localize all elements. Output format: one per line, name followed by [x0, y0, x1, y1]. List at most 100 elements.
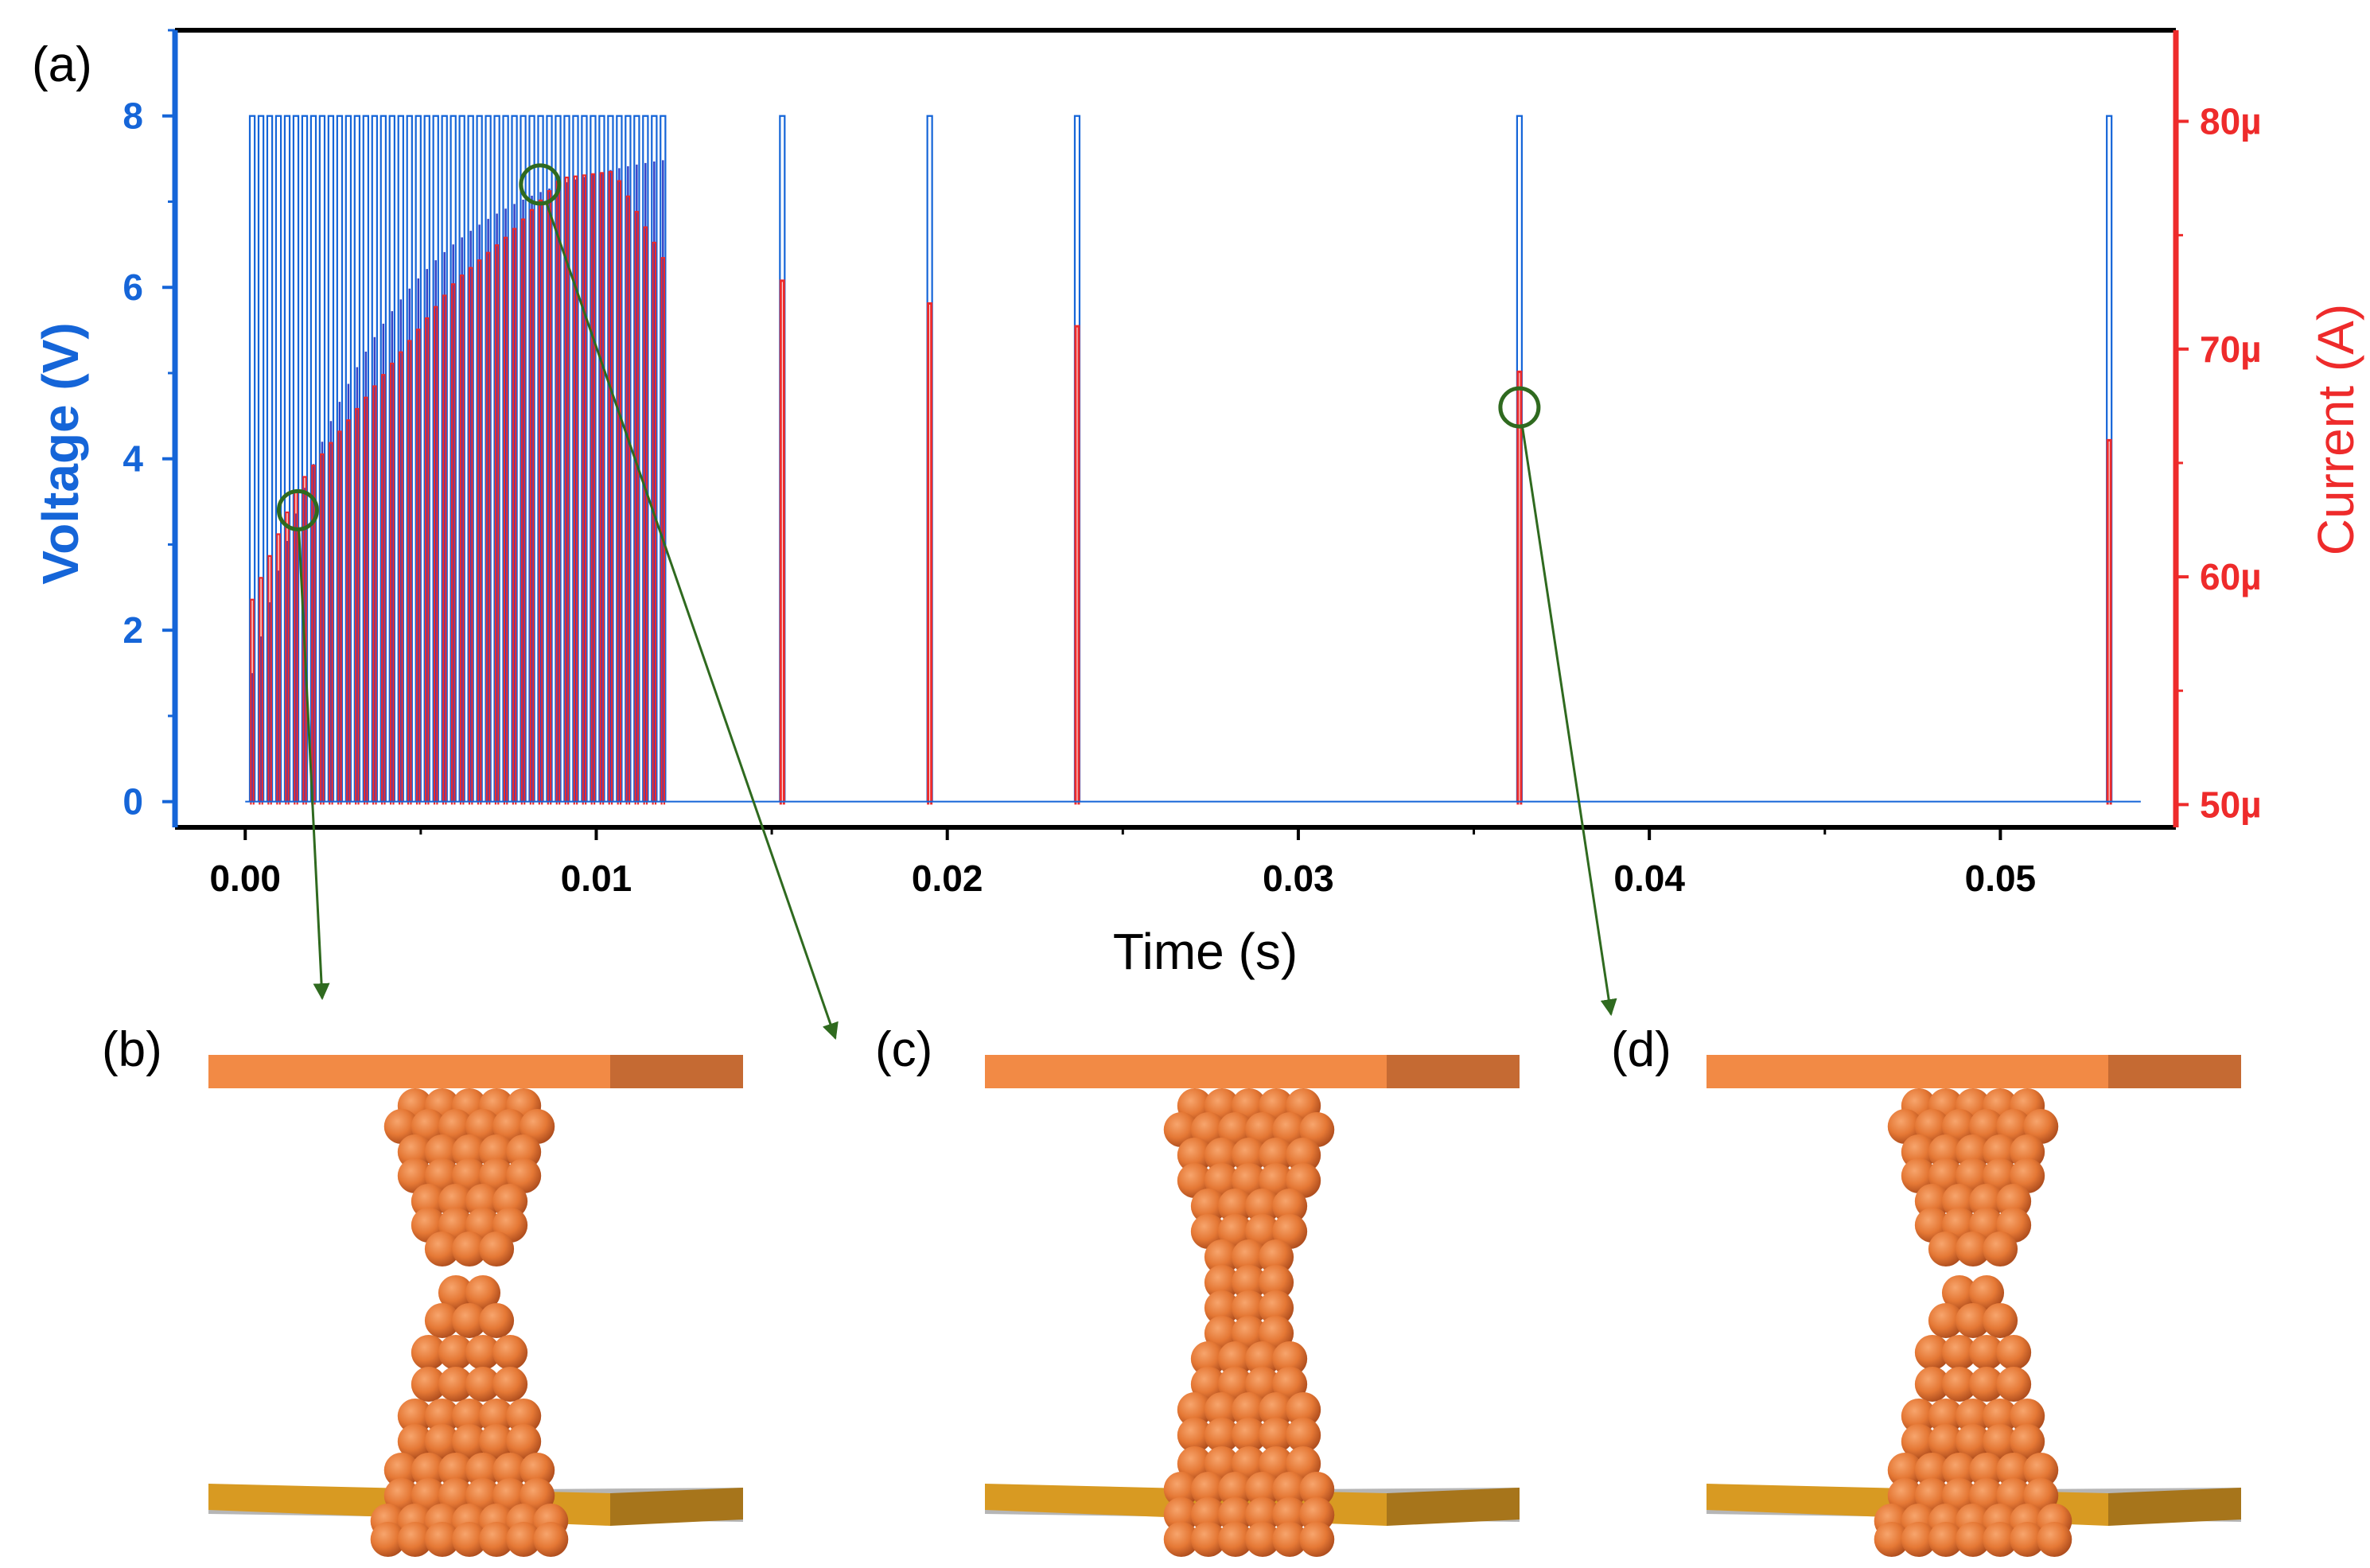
current-pulse: [485, 251, 491, 805]
top-electrode: [208, 1055, 610, 1088]
atom: [1217, 1189, 1253, 1224]
atom: [1901, 1399, 1936, 1434]
atom: [1204, 1239, 1239, 1274]
current-pulse: [625, 195, 631, 805]
atom: [1928, 1303, 1963, 1338]
x-tick-label: 0.03: [1263, 858, 1334, 899]
current-pulse: [582, 174, 587, 805]
voltage-pulse: [336, 115, 344, 802]
atom: [1941, 1275, 1977, 1310]
atom: [1299, 1497, 1335, 1532]
isolated-pulses: [779, 115, 2113, 805]
atom: [1996, 1367, 2032, 1402]
atom: [1956, 1399, 1991, 1434]
atom: [383, 1453, 419, 1488]
atom: [1232, 1239, 1267, 1274]
atom: [479, 1231, 515, 1266]
current-isolated-pulse: [779, 279, 785, 805]
atom: [1286, 1392, 1321, 1427]
atom: [1204, 1265, 1239, 1300]
atom: [1232, 1290, 1267, 1325]
atomic-contact-b: [208, 1055, 743, 1557]
atom: [1272, 1189, 1308, 1224]
atom: [1983, 1522, 2018, 1557]
atom: [1286, 1138, 1321, 1173]
atom: [1163, 1472, 1199, 1507]
atom: [1245, 1341, 1281, 1376]
atom: [397, 1522, 433, 1557]
current-pulse: [468, 267, 473, 805]
current-pulse: [529, 208, 535, 805]
y-left-tick-label: 2: [123, 609, 143, 651]
x-tick-label: 0.00: [209, 858, 281, 899]
current-pulse: [608, 170, 613, 805]
current-pulse: [399, 351, 403, 805]
atom: [1190, 1522, 1226, 1557]
atom: [1272, 1341, 1308, 1376]
atom: [506, 1399, 542, 1434]
bottom-electrode-edge: [610, 1488, 743, 1526]
bottom-electrode-edge: [1387, 1488, 1520, 1526]
current-pulse: [320, 453, 325, 805]
y-right-ticks: 50µ 60µ 70µ 80µ: [2176, 101, 2262, 825]
voltage-pulse: [572, 115, 579, 802]
voltage-pulse: [266, 115, 274, 802]
atom: [465, 1275, 501, 1310]
atom: [1956, 1303, 1991, 1338]
y-left-tick-label: 8: [123, 95, 143, 137]
atom: [1190, 1472, 1226, 1507]
atom: [1259, 1265, 1294, 1300]
atom: [1163, 1497, 1199, 1532]
atomic-contact-c: [985, 1055, 1520, 1557]
current-pulse: [372, 385, 377, 805]
atom: [397, 1399, 433, 1434]
voltage-pulse: [371, 115, 379, 802]
atom: [479, 1399, 515, 1434]
voltage-pulse: [397, 115, 404, 802]
atom: [1286, 1418, 1321, 1453]
atom: [397, 1424, 433, 1459]
current-pulse: [355, 407, 360, 805]
atom: [2010, 1424, 2045, 1459]
panel-label-d: (d): [1611, 1022, 1671, 1077]
current-pulse: [250, 598, 255, 805]
atom: [1914, 1453, 1950, 1488]
chart-panel: 0.00 0.01 0.02 0.03 0.04 0.05 0 2 4 6 8 50µ 60µ 70µ…: [32, 28, 2364, 980]
current-pulse: [381, 374, 386, 805]
y-right-tick-label: 60µ: [2200, 556, 2262, 597]
voltage-pulse: [607, 115, 614, 802]
atom: [1956, 1424, 1991, 1459]
voltage-pulse: [598, 115, 605, 802]
atom: [2023, 1453, 2059, 1488]
panel-label-c: (c): [875, 1022, 932, 1077]
atomic-contact-d: [1706, 1055, 2241, 1557]
voltage-pulse: [546, 115, 553, 802]
voltage-pulse: [353, 115, 361, 802]
atom: [1245, 1522, 1281, 1557]
atom: [1299, 1522, 1335, 1557]
voltage-pulse: [642, 115, 649, 802]
marker-circle-b: [276, 488, 319, 531]
atom: [1272, 1472, 1308, 1507]
current-pulse: [538, 199, 543, 805]
voltage-pulse: [493, 115, 500, 802]
voltage-pulse: [379, 115, 387, 802]
marker-circle-d: [1498, 386, 1541, 429]
atom: [1232, 1138, 1267, 1173]
voltage-pulse: [625, 115, 632, 802]
atom: [1204, 1392, 1239, 1427]
x-tick-label: 0.01: [561, 858, 632, 899]
atom: [1204, 1418, 1239, 1453]
voltage-pulse: [502, 115, 509, 802]
current-pulse: [512, 228, 517, 805]
atom: [424, 1522, 460, 1557]
atom: [506, 1424, 542, 1459]
current-pulse: [311, 465, 316, 805]
atom: [1232, 1418, 1267, 1453]
top-electrode: [985, 1055, 1387, 1088]
atom: [1245, 1497, 1281, 1532]
current-pulse: [407, 340, 412, 805]
panel-label-b: (b): [102, 1022, 162, 1077]
atom: [424, 1399, 460, 1434]
